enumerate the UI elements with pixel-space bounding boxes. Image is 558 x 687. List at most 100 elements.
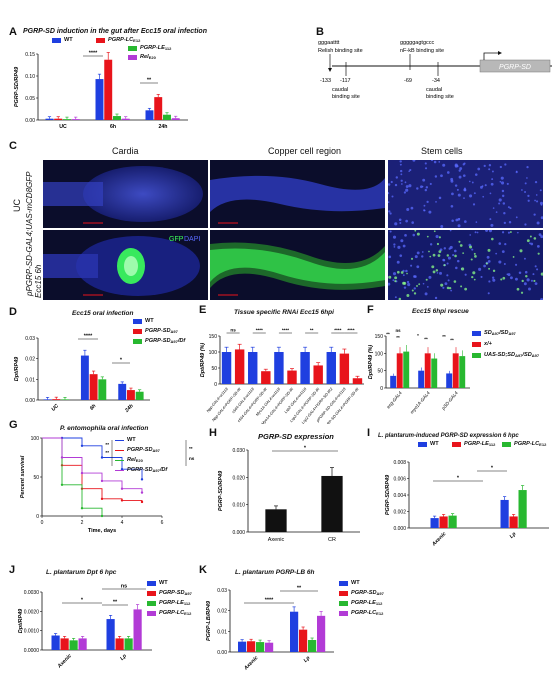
significance-label: **** — [265, 598, 274, 604]
caudal-1: caudal — [332, 87, 348, 93]
nucleus — [507, 231, 511, 234]
nucleus — [410, 264, 413, 267]
nucleus — [388, 210, 391, 213]
survival-point-3 — [80, 471, 84, 475]
x-tick-label: Lp — [119, 653, 128, 662]
nucleus — [406, 272, 408, 275]
legend-f-sup-0: Δ97 — [491, 331, 500, 336]
legend-f-label-2: UAS-SD;SD — [484, 352, 516, 358]
legend-a-label-1: PGRP-LC — [108, 37, 134, 43]
legend-a-label-0: WT — [64, 37, 73, 43]
nucleus — [399, 221, 402, 224]
legend-swatch — [133, 319, 142, 324]
nucleus — [428, 210, 432, 214]
nucleus — [440, 283, 444, 287]
nucleus — [501, 250, 505, 253]
nucleus — [532, 273, 535, 276]
gene-box — [479, 59, 551, 73]
significance-label: ** — [396, 335, 400, 340]
legend-swatch — [133, 339, 142, 344]
legend-k-item: WT — [339, 580, 384, 587]
nucleus — [463, 197, 465, 200]
chart-i: 0.000 0.002 0.004 0.006 0.008 PGRP-SD/RP49 Axe… — [385, 460, 549, 548]
legend-a-item: WT — [52, 37, 96, 44]
nucleus — [406, 208, 410, 212]
nucleus — [394, 280, 397, 283]
nucleus — [488, 230, 493, 233]
legend-g-label-2: Rel — [127, 457, 136, 463]
survival-point-0 — [140, 478, 144, 481]
nucleus — [527, 194, 530, 198]
nucleus — [454, 184, 458, 187]
nucleus — [533, 237, 537, 240]
significance-label: * — [457, 476, 460, 482]
legend-i-label-1: PGRP-LE — [464, 441, 489, 447]
legend-swatch — [472, 353, 481, 358]
legend-swatch — [147, 581, 156, 586]
genotype-label: pPGRP-SD-GAL4;UAS-mCD8GFP — [25, 171, 34, 296]
nucleus — [397, 245, 401, 249]
y-tick-label: 0.006 — [393, 477, 406, 483]
nucleus — [421, 185, 424, 188]
bar-a-3-1 — [121, 118, 130, 120]
nucleus — [520, 291, 524, 294]
significance-label: ** — [105, 450, 109, 455]
nucleus — [518, 271, 522, 275]
x-tick-label: UC — [51, 403, 61, 413]
legend-i: WT PGRP-LE 112 PGRP-LC E12 — [418, 441, 553, 450]
y-tick-label: 0 — [214, 382, 217, 388]
nucleus — [490, 223, 494, 227]
significance-label: * — [417, 333, 419, 338]
nucleus — [489, 192, 492, 195]
nucleus — [431, 265, 435, 269]
nucleus — [448, 247, 451, 250]
micrograph-cardia-ecc: GFP DAPI — [43, 230, 208, 300]
nucleus — [471, 275, 474, 279]
nucleus — [388, 191, 390, 195]
nucleus — [468, 194, 473, 198]
legend-i-label-0: WT — [430, 441, 439, 447]
significance-label: **** — [256, 328, 263, 333]
legend-swatch — [147, 611, 156, 616]
nucleus — [452, 254, 455, 257]
nucleus — [455, 218, 459, 222]
nucleus — [515, 171, 518, 174]
nucleus — [484, 184, 487, 187]
legend-f-sup-2: Δ97 — [515, 353, 523, 358]
y-tick-label: 100 — [375, 351, 384, 357]
relish-arrow — [328, 68, 332, 72]
nucleus — [473, 192, 476, 195]
nucleus — [394, 183, 398, 187]
legend-i-item: WT — [418, 441, 452, 448]
nucleus — [462, 252, 465, 254]
legend-k-label-0: WT — [351, 580, 360, 586]
significance-label: **** — [84, 334, 93, 340]
y-tick-label: 0.10 — [25, 74, 35, 80]
nucleus — [400, 173, 403, 176]
legend-swatch — [339, 601, 348, 606]
nucleus — [533, 279, 536, 283]
legend-i-item: PGRP-LE 112 — [452, 441, 502, 448]
nucleus — [485, 262, 488, 265]
nucleus — [540, 272, 543, 276]
nucleus — [504, 243, 507, 246]
panel-label-f: F — [367, 304, 374, 316]
nucleus — [506, 273, 509, 276]
y-tick-label: 0.01 — [217, 629, 227, 635]
panel-f-title: Ecc15 6hpi rescue — [412, 308, 469, 315]
nucleus — [491, 178, 494, 181]
bar-a-2-2 — [163, 114, 171, 120]
bar-i-0-1 — [500, 499, 509, 528]
bar-j-2-0 — [69, 640, 78, 650]
significance-label: ** — [297, 586, 302, 592]
y-tick-label: 0.004 — [393, 493, 406, 499]
bar-e-0 — [221, 352, 232, 384]
gfp-core — [124, 256, 138, 276]
survival-point-2 — [60, 483, 64, 486]
bar-k-2-0 — [256, 642, 265, 652]
legend-swatch — [147, 591, 156, 596]
row-label-uc: UC — [12, 199, 22, 212]
nucleus — [453, 280, 457, 283]
nucleus — [392, 272, 397, 276]
